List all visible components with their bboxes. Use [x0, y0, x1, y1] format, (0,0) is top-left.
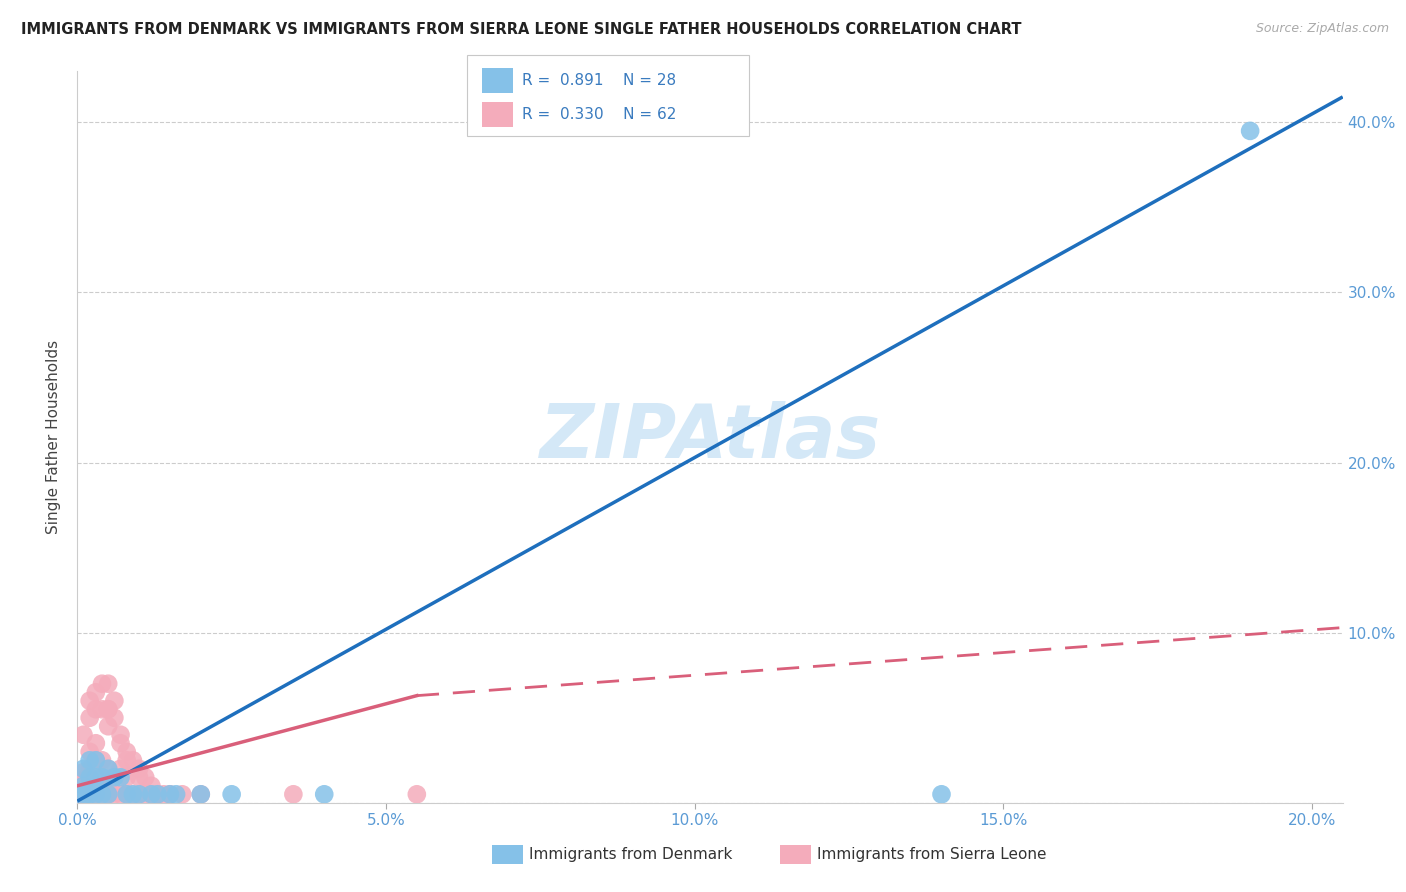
Point: [103, 694, 125, 708]
Point: [110, 770, 132, 784]
Point: [115, 753, 138, 767]
Point: [91, 677, 114, 691]
Point: [221, 787, 243, 801]
Point: [146, 787, 169, 801]
Point: [122, 753, 145, 767]
Point: [79, 787, 101, 801]
Point: [141, 787, 163, 801]
Point: [91, 770, 114, 784]
Point: [128, 762, 150, 776]
Point: [172, 787, 194, 801]
Point: [122, 787, 145, 801]
Point: [72, 762, 94, 776]
Point: [69, 787, 91, 801]
Point: [165, 787, 187, 801]
Point: [115, 770, 138, 784]
Point: [146, 787, 169, 801]
Text: Immigrants from Denmark: Immigrants from Denmark: [529, 847, 733, 862]
Point: [84, 787, 107, 801]
Point: [76, 770, 98, 784]
Text: ZIPAtlas: ZIPAtlas: [540, 401, 880, 474]
Point: [72, 775, 94, 789]
Point: [79, 711, 101, 725]
Point: [76, 787, 98, 801]
Point: [72, 765, 94, 780]
Point: [134, 770, 156, 784]
Point: [115, 787, 138, 801]
Point: [931, 787, 953, 801]
Text: R =  0.330    N = 62: R = 0.330 N = 62: [522, 107, 676, 121]
Point: [69, 787, 91, 801]
Point: [72, 728, 94, 742]
Point: [1239, 124, 1261, 138]
Point: [91, 787, 114, 801]
Point: [122, 787, 145, 801]
Point: [128, 787, 150, 801]
Text: Source: ZipAtlas.com: Source: ZipAtlas.com: [1256, 22, 1389, 36]
Point: [128, 787, 150, 801]
Point: [134, 787, 156, 801]
Point: [110, 787, 132, 801]
Point: [103, 711, 125, 725]
Point: [84, 736, 107, 750]
Point: [115, 745, 138, 759]
Point: [110, 736, 132, 750]
Point: [84, 779, 107, 793]
Point: [84, 702, 107, 716]
Point: [97, 677, 120, 691]
Point: [97, 762, 120, 776]
Point: [84, 685, 107, 699]
Point: [97, 787, 120, 801]
Y-axis label: Single Father Households: Single Father Households: [46, 340, 62, 534]
Point: [159, 787, 181, 801]
Point: [69, 779, 91, 793]
Point: [84, 787, 107, 801]
Point: [79, 753, 101, 767]
Point: [91, 770, 114, 784]
Point: [190, 787, 212, 801]
Point: [91, 702, 114, 716]
Point: [190, 787, 212, 801]
Point: [72, 782, 94, 797]
Text: R =  0.891    N = 28: R = 0.891 N = 28: [522, 73, 676, 87]
Point: [79, 770, 101, 784]
Point: [97, 779, 120, 793]
Point: [84, 753, 107, 767]
Point: [141, 787, 163, 801]
Point: [97, 719, 120, 733]
Point: [79, 779, 101, 793]
Point: [110, 728, 132, 742]
Point: [84, 770, 107, 784]
Point: [146, 787, 169, 801]
Point: [405, 787, 427, 801]
Point: [72, 787, 94, 801]
Point: [97, 787, 120, 801]
Point: [79, 787, 101, 801]
Point: [97, 762, 120, 776]
Point: [110, 762, 132, 776]
Point: [128, 770, 150, 784]
Point: [103, 787, 125, 801]
Point: [97, 702, 120, 716]
Point: [314, 787, 336, 801]
Text: Immigrants from Sierra Leone: Immigrants from Sierra Leone: [817, 847, 1046, 862]
Point: [84, 753, 107, 767]
Text: IMMIGRANTS FROM DENMARK VS IMMIGRANTS FROM SIERRA LEONE SINGLE FATHER HOUSEHOLDS: IMMIGRANTS FROM DENMARK VS IMMIGRANTS FR…: [21, 22, 1022, 37]
Point: [97, 702, 120, 716]
Point: [159, 787, 181, 801]
Point: [76, 787, 98, 801]
Point: [115, 787, 138, 801]
Point: [91, 753, 114, 767]
Point: [152, 787, 174, 801]
Point: [103, 770, 125, 784]
Point: [79, 745, 101, 759]
Point: [91, 787, 114, 801]
Point: [283, 787, 305, 801]
Point: [79, 762, 101, 776]
Point: [141, 779, 163, 793]
Point: [79, 694, 101, 708]
Point: [103, 770, 125, 784]
Point: [72, 779, 94, 793]
